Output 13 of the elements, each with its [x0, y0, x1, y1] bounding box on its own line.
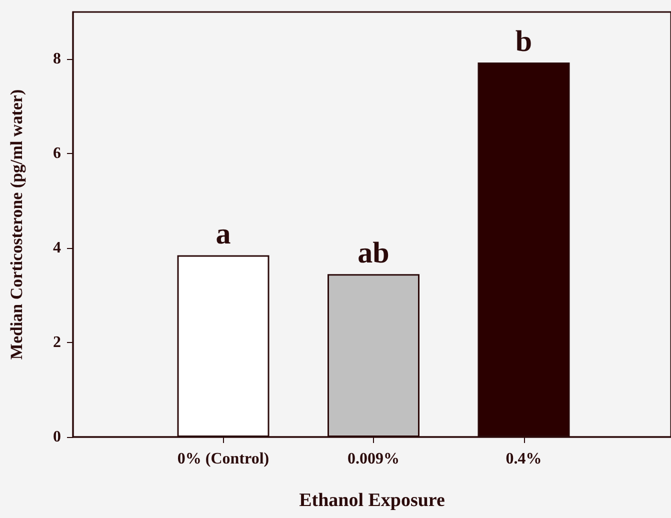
y-tick-label: 6: [53, 145, 61, 162]
annotation: ab: [358, 236, 390, 270]
annotation: a: [216, 218, 231, 251]
y-tick-label: 4: [53, 240, 61, 257]
y-axis-title: Median Corticosterone (pg/ml water): [7, 89, 26, 360]
x-axis-title: Ethanol Exposure: [299, 490, 445, 511]
y-tick-label: 2: [53, 334, 61, 352]
annotation: b: [515, 25, 532, 58]
x-tick-label: 0.009%: [348, 450, 400, 468]
x-tick-label: 0% (Control): [177, 450, 270, 468]
y-tick-label: 0: [53, 428, 61, 446]
x-tick-label: 0.4%: [506, 450, 542, 468]
y-tick-label: 8: [53, 50, 61, 68]
